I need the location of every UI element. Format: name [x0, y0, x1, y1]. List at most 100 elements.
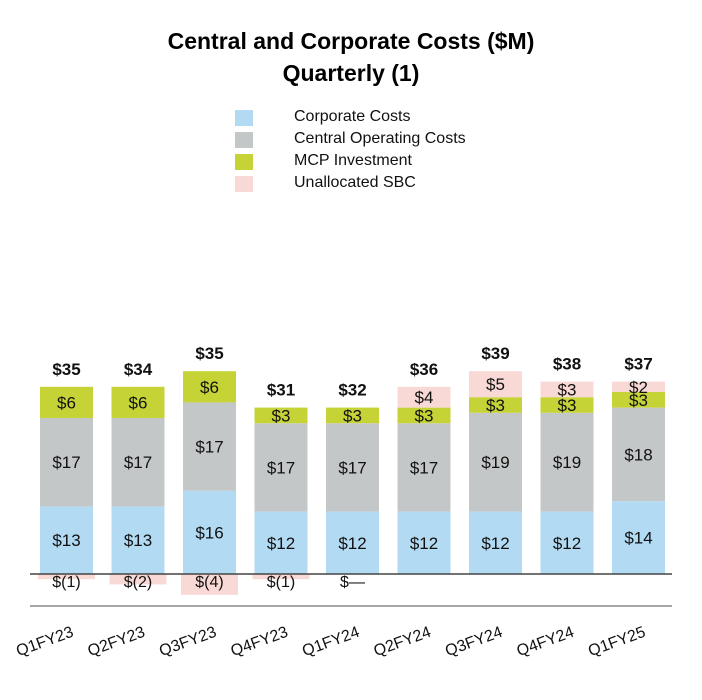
- chart-title: Central and Corporate Costs ($M): [167, 28, 535, 54]
- bar-mcp-investment-q4fy24: [540, 397, 594, 413]
- data-label-corporate-costs-q4fy24: $12: [553, 534, 581, 553]
- data-label-mcp-investment-q3fy24: $3: [486, 396, 505, 415]
- data-label-mcp-investment-q1fy23: $6: [57, 393, 76, 412]
- data-label-unallocated-sbc-q1fy23: $(1): [52, 574, 80, 591]
- bar-corporate-costs-q2fy24: [397, 511, 451, 574]
- data-label-unallocated-sbc-q3fy24: $5: [486, 375, 505, 394]
- bar-central-operating-costs-q3fy24: [469, 412, 522, 512]
- bar-mcp-investment-q2fy24: [397, 407, 451, 424]
- total-label-q1fy24: $32: [338, 381, 366, 400]
- data-label-central-operating-costs-q1fy24: $17: [338, 458, 366, 477]
- x-tick-label-q3fy24: Q3FY24: [443, 624, 505, 660]
- data-label-central-operating-costs-q1fy25: $18: [624, 445, 652, 464]
- bar-unallocated-sbc-q1fy23: [38, 574, 95, 580]
- data-label-corporate-costs-q4fy23: $12: [267, 534, 295, 553]
- bar-corporate-costs-q2fy23: [111, 506, 165, 574]
- data-label-corporate-costs-q1fy24: $12: [338, 534, 366, 553]
- bar-corporate-costs-q1fy23: [40, 506, 93, 574]
- data-label-mcp-investment-q4fy23: $3: [272, 406, 291, 425]
- data-label-mcp-investment-q2fy23: $6: [129, 393, 148, 412]
- bar-central-operating-costs-q1fy23: [40, 418, 93, 507]
- bar-corporate-costs-q4fy24: [540, 511, 594, 574]
- bar-mcp-investment-q1fy23: [40, 386, 93, 418]
- legend-label-unallocated-sbc: Unallocated SBC: [294, 174, 416, 191]
- legend-label-corporate-costs: Corporate Costs: [294, 108, 411, 125]
- x-tick-label-q4fy24: Q4FY24: [515, 624, 577, 660]
- legend-swatch-unallocated-sbc: [235, 176, 253, 192]
- bar-corporate-costs-q4fy23: [254, 511, 308, 574]
- data-label-mcp-investment-q1fy24: $3: [343, 406, 362, 425]
- x-tick-label-q2fy24: Q2FY24: [372, 624, 434, 660]
- data-label-corporate-costs-q3fy23: $16: [195, 523, 223, 542]
- total-label-q3fy23: $35: [195, 344, 223, 363]
- data-label-mcp-investment-q1fy25: $3: [629, 391, 648, 410]
- data-label-central-operating-costs-q3fy24: $19: [481, 453, 509, 472]
- bar-mcp-investment-q1fy25: [612, 392, 665, 408]
- bar-corporate-costs-q1fy25: [612, 501, 665, 574]
- bar-unallocated-sbc-q4fy23: [252, 574, 310, 580]
- data-label-central-operating-costs-q1fy23: $17: [52, 453, 80, 472]
- data-label-mcp-investment-q3fy23: $6: [200, 378, 219, 397]
- bar-corporate-costs-q3fy23: [183, 490, 236, 574]
- bar-mcp-investment-q2fy23: [111, 386, 165, 418]
- bar-central-operating-costs-q4fy23: [254, 423, 308, 512]
- data-label-unallocated-sbc-q4fy24: $3: [558, 380, 577, 399]
- x-tick-label-q2fy23: Q2FY23: [86, 624, 148, 660]
- data-label-unallocated-sbc-q4fy23: $(1): [267, 574, 295, 591]
- bar-mcp-investment-q3fy23: [183, 371, 236, 403]
- bar-corporate-costs-q3fy24: [469, 511, 522, 574]
- total-label-q4fy23: $31: [267, 381, 295, 400]
- data-label-corporate-costs-q2fy24: $12: [410, 534, 438, 553]
- data-label-central-operating-costs-q4fy24: $19: [553, 453, 581, 472]
- legend-label-central-operating-costs: Central Operating Costs: [294, 130, 466, 147]
- bar-corporate-costs-q1fy24: [326, 511, 379, 574]
- bar-unallocated-sbc-q3fy24: [469, 371, 522, 398]
- data-label-unallocated-sbc-q1fy24: $—: [340, 574, 365, 591]
- chart-subtitle: Quarterly (1): [282, 60, 420, 86]
- x-tick-label-q1fy24: Q1FY24: [300, 624, 362, 660]
- bar-mcp-investment-q4fy23: [254, 407, 308, 424]
- bar-unallocated-sbc-q2fy24: [397, 386, 451, 408]
- total-label-q2fy23: $34: [124, 360, 153, 379]
- total-label-q4fy24: $38: [553, 355, 581, 374]
- data-label-corporate-costs-q1fy25: $14: [624, 529, 652, 548]
- legend-swatch-corporate-costs: [235, 110, 253, 126]
- bar-mcp-investment-q1fy24: [326, 407, 379, 424]
- bar-unallocated-sbc-q3fy23: [181, 574, 238, 595]
- legend-swatch-central-operating-costs: [235, 132, 253, 148]
- total-label-q2fy24: $36: [410, 360, 438, 379]
- bar-unallocated-sbc-q1fy25: [612, 381, 665, 392]
- data-label-unallocated-sbc-q2fy24: $4: [415, 388, 434, 407]
- x-tick-label-q4fy23: Q4FY23: [229, 624, 291, 660]
- legend-swatch-mcp-investment: [235, 154, 253, 170]
- x-tick-label-q1fy23: Q1FY23: [14, 624, 76, 660]
- bar-central-operating-costs-q1fy24: [326, 423, 379, 512]
- total-label-q3fy24: $39: [481, 344, 509, 363]
- bar-central-operating-costs-q4fy24: [540, 412, 594, 512]
- total-label-q1fy25: $37: [624, 355, 652, 374]
- bar-central-operating-costs-q1fy25: [612, 407, 665, 502]
- total-label-q1fy23: $35: [52, 360, 80, 379]
- data-label-unallocated-sbc-q3fy23: $(4): [195, 574, 223, 591]
- data-label-central-operating-costs-q4fy23: $17: [267, 458, 295, 477]
- bar-mcp-investment-q3fy24: [469, 397, 522, 413]
- data-label-central-operating-costs-q2fy24: $17: [410, 458, 438, 477]
- data-label-corporate-costs-q2fy23: $13: [124, 531, 152, 550]
- legend-label-mcp-investment: MCP Investment: [294, 152, 412, 169]
- data-label-corporate-costs-q1fy23: $13: [52, 531, 80, 550]
- bar-central-operating-costs-q2fy23: [111, 418, 165, 507]
- data-label-corporate-costs-q3fy24: $12: [481, 534, 509, 553]
- bar-unallocated-sbc-q4fy24: [540, 381, 594, 398]
- data-label-unallocated-sbc-q2fy23: $(2): [124, 574, 152, 591]
- x-tick-label-q3fy23: Q3FY23: [157, 624, 219, 660]
- bar-central-operating-costs-q3fy23: [183, 402, 236, 491]
- data-label-central-operating-costs-q2fy23: $17: [124, 453, 152, 472]
- bar-central-operating-costs-q2fy24: [397, 423, 451, 512]
- x-tick-label-q1fy25: Q1FY25: [586, 624, 648, 660]
- data-label-mcp-investment-q2fy24: $3: [415, 406, 434, 425]
- data-label-central-operating-costs-q3fy23: $17: [195, 438, 223, 457]
- data-label-unallocated-sbc-q1fy25: $2: [629, 378, 648, 397]
- bar-unallocated-sbc-q2fy23: [109, 574, 167, 585]
- data-label-mcp-investment-q4fy24: $3: [558, 396, 577, 415]
